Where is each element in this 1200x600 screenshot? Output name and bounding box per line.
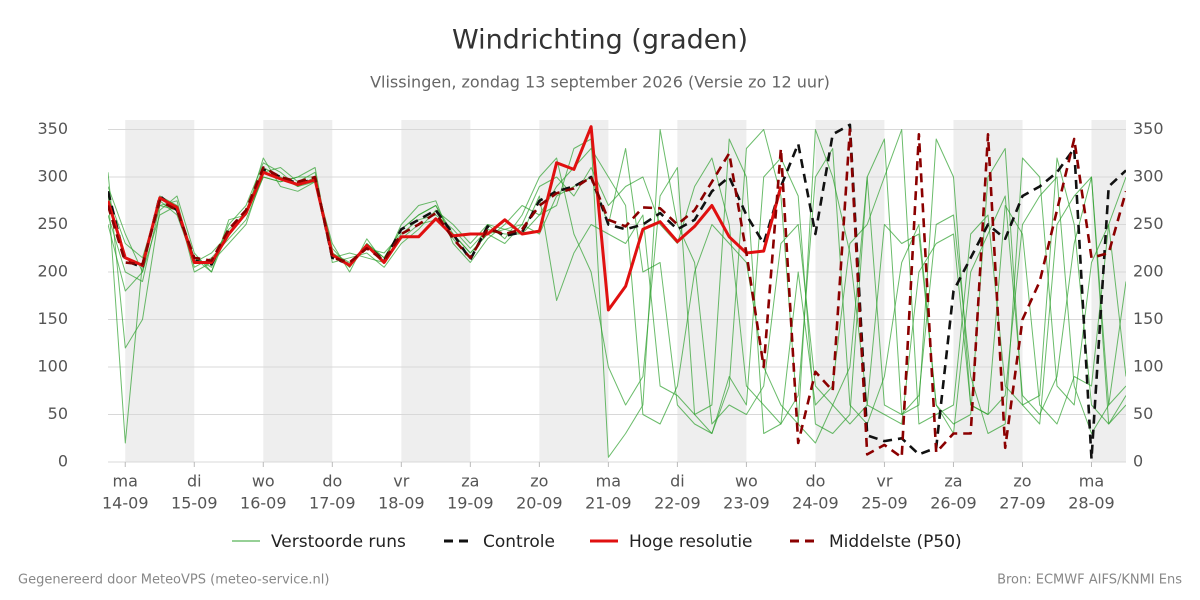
y2-tick-label: 50 — [1133, 404, 1153, 423]
y-tick-label: 50 — [48, 404, 68, 423]
series-line — [108, 125, 783, 312]
x-tick-date: 14-09 — [102, 494, 149, 513]
legend-label: Controle — [483, 532, 555, 552]
ensemble-line — [108, 138, 1126, 434]
legend-label: Middelste (P50) — [829, 532, 962, 552]
chart-subtitle: Vlissingen, zondag 13 september 2026 (Ve… — [370, 73, 830, 92]
ensemble-line — [108, 148, 1126, 434]
y-tick-label: 200 — [37, 262, 68, 281]
x-tick-day: do — [322, 472, 342, 491]
ensemble-line — [108, 129, 1126, 458]
chart-title: Windrichting (graden) — [452, 25, 748, 56]
x-tick-date: 18-09 — [378, 494, 425, 513]
x-tick-day: ma — [596, 472, 621, 491]
x-tick-date: 25-09 — [861, 494, 908, 513]
x-tick-day: za — [461, 472, 479, 491]
x-tick-day: do — [805, 472, 825, 491]
x-tick-date: 20-09 — [516, 494, 563, 513]
x-tick-day: wo — [252, 472, 275, 491]
x-tick-day: di — [670, 472, 685, 491]
series-line — [108, 123, 1126, 461]
x-tick-day: di — [187, 472, 202, 491]
series-line — [108, 128, 1126, 459]
plot-area — [108, 123, 1126, 461]
x-tick-date: 23-09 — [723, 494, 770, 513]
y2-tick-label: 100 — [1133, 357, 1164, 376]
x-tick-day: ma — [1079, 472, 1104, 491]
x-tick-day: za — [944, 472, 962, 491]
day-band — [263, 120, 333, 462]
day-band — [125, 120, 195, 462]
y-tick-label: 350 — [37, 119, 68, 138]
legend-label: Verstoorde runs — [271, 532, 406, 552]
x-tick-day: vr — [393, 472, 409, 491]
footer-left: Gegenereerd door MeteoVPS (meteo-service… — [18, 573, 329, 588]
x-tick-date: 16-09 — [240, 494, 287, 513]
x-tick-date: 17-09 — [309, 494, 356, 513]
day-band — [539, 120, 609, 462]
x-tick-date: 27-09 — [999, 494, 1046, 513]
y2-tick-label: 250 — [1133, 214, 1164, 233]
y-tick-label: 250 — [37, 214, 68, 233]
x-tick-date: 26-09 — [930, 494, 977, 513]
x-tick-date: 28-09 — [1068, 494, 1115, 513]
y-tick-label: 300 — [37, 167, 68, 186]
y2-tick-label: 350 — [1133, 119, 1164, 138]
x-tick-date: 24-09 — [792, 494, 839, 513]
y-tick-label: 150 — [37, 309, 68, 328]
x-tick-date: 22-09 — [654, 494, 701, 513]
y-tick-label: 100 — [37, 357, 68, 376]
day-band — [401, 120, 471, 462]
footer-right: Bron: ECMWF AIFS/KNMI Ens — [997, 573, 1182, 588]
x-tick-date: 15-09 — [171, 494, 218, 513]
legend-label: Hoge resolutie — [629, 532, 753, 552]
x-tick-date: 21-09 — [585, 494, 632, 513]
x-tick-day: wo — [735, 472, 758, 491]
x-tick-day: ma — [113, 472, 138, 491]
y2-tick-label: 0 — [1133, 452, 1143, 471]
y2-tick-label: 200 — [1133, 262, 1164, 281]
x-tick-date: 19-09 — [447, 494, 494, 513]
ensemble-line — [108, 129, 1126, 434]
y2-tick-label: 300 — [1133, 167, 1164, 186]
x-tick-day: zo — [530, 472, 548, 491]
x-tick-day: zo — [1013, 472, 1031, 491]
y-tick-label: 0 — [58, 452, 68, 471]
x-tick-day: vr — [876, 472, 892, 491]
y2-tick-label: 150 — [1133, 309, 1164, 328]
